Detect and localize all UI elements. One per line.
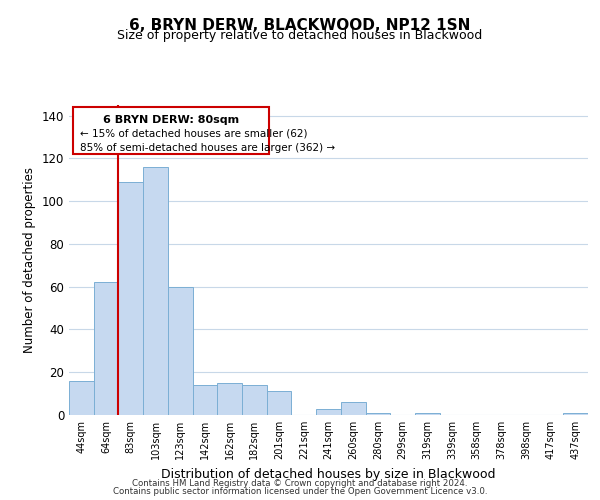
Text: 6, BRYN DERW, BLACKWOOD, NP12 1SN: 6, BRYN DERW, BLACKWOOD, NP12 1SN: [130, 18, 470, 32]
Bar: [193, 385, 217, 415]
Text: 85% of semi-detached houses are larger (362) →: 85% of semi-detached houses are larger (…: [80, 144, 335, 154]
Bar: [118, 182, 143, 415]
Bar: [415, 413, 440, 415]
Bar: [341, 402, 365, 415]
Text: Size of property relative to detached houses in Blackwood: Size of property relative to detached ho…: [118, 29, 482, 42]
Bar: [563, 413, 588, 415]
Bar: [316, 408, 341, 415]
Bar: [94, 282, 118, 415]
Text: Contains HM Land Registry data © Crown copyright and database right 2024.: Contains HM Land Registry data © Crown c…: [132, 478, 468, 488]
Y-axis label: Number of detached properties: Number of detached properties: [23, 167, 36, 353]
Text: 6 BRYN DERW: 80sqm: 6 BRYN DERW: 80sqm: [103, 114, 239, 124]
Bar: [69, 381, 94, 415]
X-axis label: Distribution of detached houses by size in Blackwood: Distribution of detached houses by size …: [161, 468, 496, 480]
Bar: [143, 167, 168, 415]
Text: ← 15% of detached houses are smaller (62): ← 15% of detached houses are smaller (62…: [80, 128, 308, 138]
Bar: [267, 392, 292, 415]
Bar: [168, 286, 193, 415]
Bar: [217, 383, 242, 415]
Bar: [365, 413, 390, 415]
FancyBboxPatch shape: [73, 107, 269, 154]
Text: Contains public sector information licensed under the Open Government Licence v3: Contains public sector information licen…: [113, 487, 487, 496]
Bar: [242, 385, 267, 415]
